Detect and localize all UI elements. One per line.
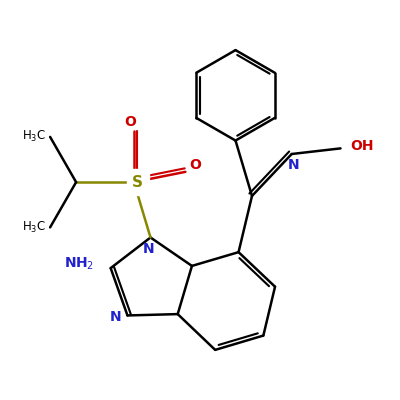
Text: O: O bbox=[189, 158, 201, 172]
Text: NH$_2$: NH$_2$ bbox=[64, 256, 94, 272]
Text: N: N bbox=[110, 310, 122, 324]
Text: OH: OH bbox=[350, 140, 374, 154]
Text: N: N bbox=[288, 158, 300, 172]
Text: S: S bbox=[132, 175, 143, 190]
Text: N: N bbox=[143, 242, 154, 256]
Text: H$_3$C: H$_3$C bbox=[22, 220, 46, 235]
Text: O: O bbox=[124, 115, 136, 129]
Text: H$_3$C: H$_3$C bbox=[22, 129, 46, 144]
